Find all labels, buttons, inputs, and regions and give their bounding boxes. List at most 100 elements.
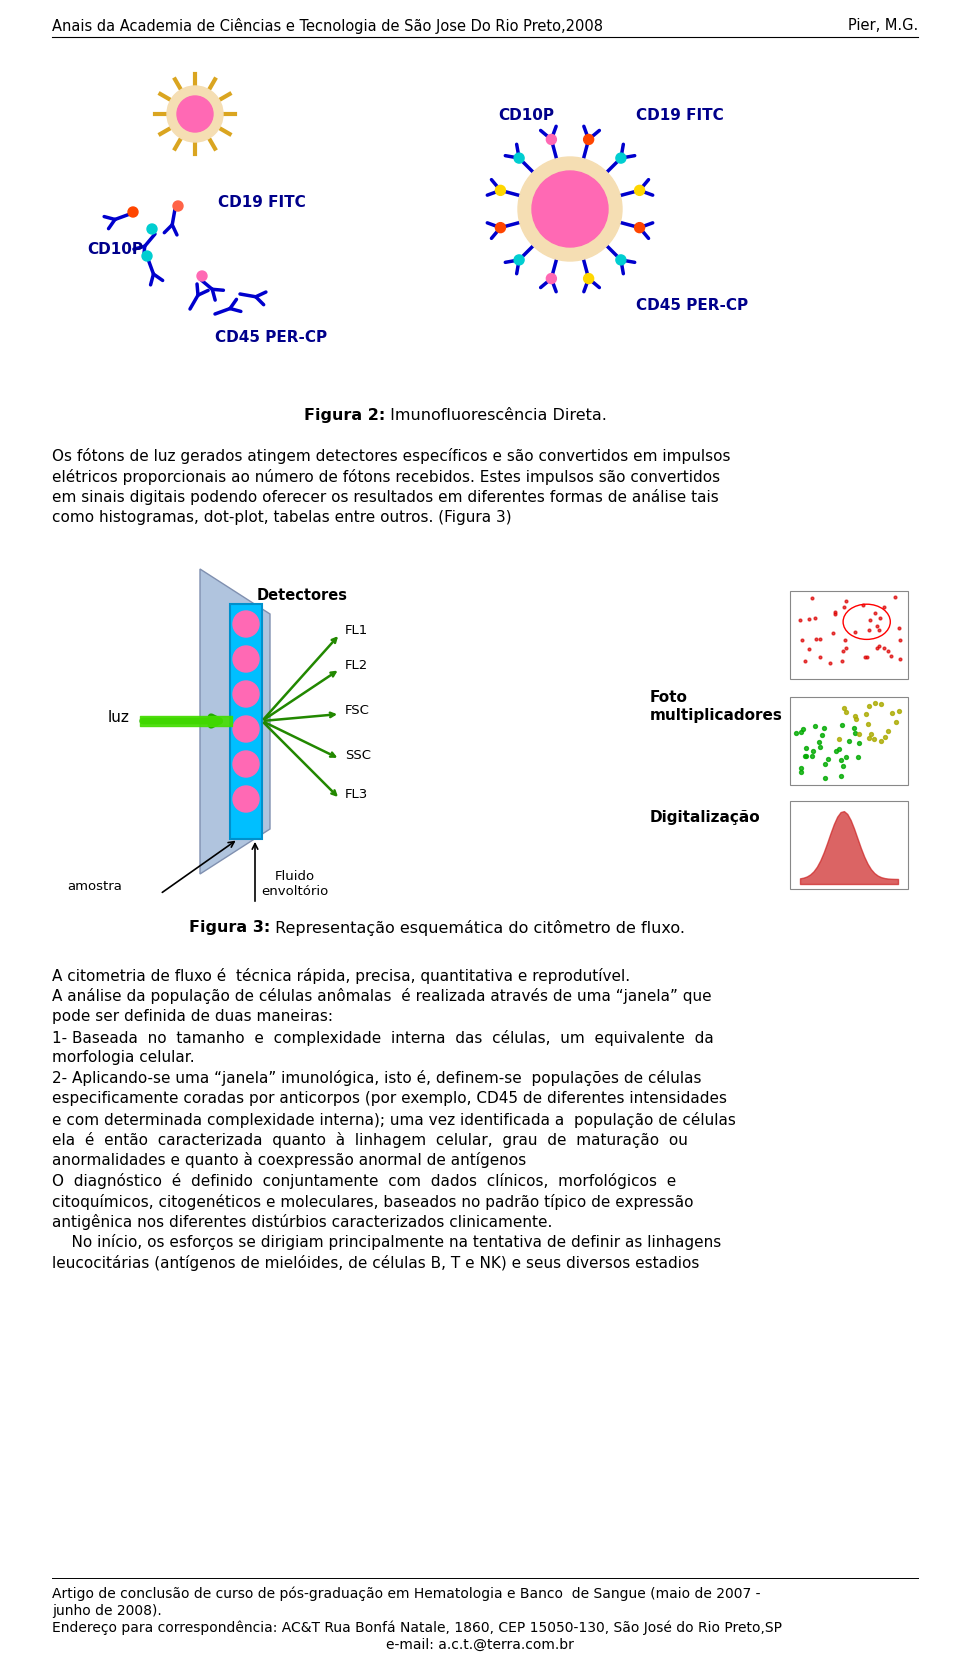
Point [869,636,884,663]
Text: morfologia celular.: morfologia celular. [52,1049,195,1064]
Point [789,721,804,748]
Circle shape [616,256,626,266]
Point [867,691,882,718]
Point [798,734,813,761]
Text: CD45 PER-CP: CD45 PER-CP [636,298,748,313]
Point [887,584,902,611]
Point [802,636,817,663]
Point [834,713,850,739]
Text: elétricos proporcionais ao número de fótons recebidos. Estes impulsos são conver: elétricos proporcionais ao número de fót… [52,468,720,483]
Point [804,586,819,612]
Text: SSC: SSC [345,748,371,761]
Point [891,698,906,724]
Point [837,696,852,723]
Point [847,716,862,743]
Text: como histogramas, dot-plot, tabelas entre outros. (Figura 3): como histogramas, dot-plot, tabelas entr… [52,509,512,524]
Text: ela  é  então  caracterizada  quanto  à  linhagem  celular,  grau  de  maturação: ela é então caracterizada quanto à linha… [52,1131,688,1148]
Text: Figura 2:: Figura 2: [303,408,385,423]
Point [880,718,896,744]
Point [798,743,813,770]
Point [836,594,852,621]
Point [848,619,863,646]
Circle shape [515,154,524,164]
Text: CD19 FITC: CD19 FITC [636,109,724,122]
Point [874,691,889,718]
Circle shape [495,224,506,234]
Circle shape [518,157,622,263]
Point [868,601,883,627]
Point [835,753,851,780]
Text: especificamente coradas por anticorpos (por exemplo, CD45 de diferentes intensid: especificamente coradas por anticorpos (… [52,1091,727,1106]
Point [805,738,821,765]
Polygon shape [200,570,270,875]
Text: pode ser definida de duas maneiras:: pode ser definida de duas maneiras: [52,1009,333,1024]
Circle shape [515,256,524,266]
Point [804,743,820,770]
Point [838,587,853,614]
Point [793,719,808,746]
Point [893,646,908,673]
Circle shape [546,274,557,284]
Point [870,614,885,641]
Text: CD10P: CD10P [87,243,143,258]
Text: e-mail: a.c.t.@terra.com.br: e-mail: a.c.t.@terra.com.br [386,1636,574,1651]
Circle shape [233,612,259,637]
Point [852,729,867,756]
Bar [790,801,908,890]
Text: FL2: FL2 [345,657,369,671]
Text: CD19 FITC: CD19 FITC [218,194,305,209]
Circle shape [584,274,593,284]
Point [892,616,907,642]
Bar [230,604,262,840]
Point [855,592,871,619]
Point [876,594,892,621]
Point [798,647,813,674]
Point [812,734,828,761]
Text: Fluido
envoltório: Fluido envoltório [261,870,328,897]
Text: Os fótons de luz gerados atingem detectores específicos e são convertidos em imp: Os fótons de luz gerados atingem detecto… [52,448,731,463]
Circle shape [128,207,138,217]
Point [831,726,847,753]
Point [792,607,807,634]
Circle shape [233,786,259,813]
Point [823,649,838,676]
Point [807,606,823,632]
Circle shape [173,202,183,212]
Point [831,736,847,763]
Circle shape [532,172,608,248]
Text: anormalidades e quanto à coexpressão anormal de antígenos: anormalidades e quanto à coexpressão ano… [52,1151,526,1168]
Point [839,634,854,661]
Point [828,599,843,626]
Point [835,637,851,664]
Point [817,716,832,743]
Point [847,721,862,748]
Text: em sinais digitais podendo oferecer os resultados em diferentes formas de anális: em sinais digitais podendo oferecer os r… [52,489,719,505]
Text: Anais da Academia de Ciências e Tecnologia de São Jose Do Rio Preto,2008: Anais da Academia de Ciências e Tecnolog… [52,18,603,33]
Circle shape [546,136,557,146]
Point [814,723,829,750]
Text: O  diagnóstico  é  definido  conjuntamente  com  dados  clínicos,  morfológicos : O diagnóstico é definido conjuntamente c… [52,1173,676,1188]
Point [892,627,907,654]
Point [852,721,867,748]
Text: FL3: FL3 [345,788,369,801]
Text: FL1: FL1 [345,622,369,636]
Text: CD45 PER-CP: CD45 PER-CP [215,330,327,345]
Text: e com determinada complexidade interna); uma vez identificada a  população de cé: e com determinada complexidade interna);… [52,1111,736,1128]
Point [833,748,849,775]
Circle shape [233,716,259,743]
Point [828,602,843,629]
Point [884,701,900,728]
Point [820,746,835,773]
Point [866,726,881,753]
Text: No início, os esforços se dirigiam principalmente na tentativa de definir as lin: No início, os esforços se dirigiam princ… [52,1233,721,1250]
Circle shape [495,186,506,196]
Text: Foto: Foto [650,689,688,704]
Point [880,637,896,664]
Text: Endereço para correspondência: AC&T Rua Bonfá Natale, 1860, CEP 15050-130, São J: Endereço para correspondência: AC&T Rua … [52,1619,782,1635]
Text: A análise da população de células anômalas  é realizada através de uma “janela” : A análise da população de células anômal… [52,989,711,1004]
Text: junho de 2008).: junho de 2008). [52,1603,161,1618]
Point [861,617,876,644]
Text: A citometria de fluxo é  técnica rápida, precisa, quantitativa e reprodutível.: A citometria de fluxo é técnica rápida, … [52,967,630,984]
Point [807,713,823,739]
Point [802,606,817,632]
